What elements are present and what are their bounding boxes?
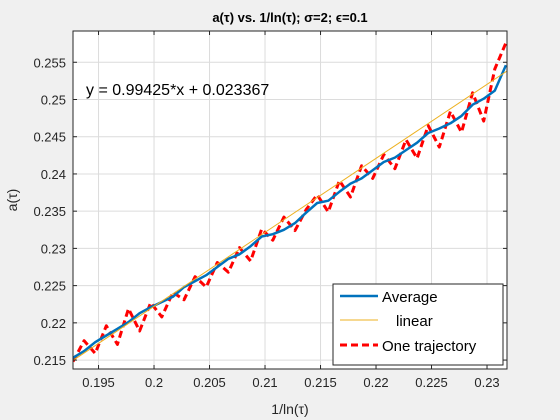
y-tick-label: 0.24 — [41, 167, 66, 182]
chart-title: a(τ) vs. 1/ln(τ); σ=2; ϵ=0.1 — [212, 10, 367, 25]
y-tick-label: 0.25 — [41, 92, 66, 107]
legend: Average linear One trajectory — [332, 283, 504, 366]
x-tick-label: 0.22 — [363, 375, 388, 390]
x-tick-label: 0.2 — [145, 375, 163, 390]
legend-box — [332, 283, 504, 366]
legend-label-average: Average — [382, 289, 438, 306]
y-tick-label: 0.225 — [33, 279, 66, 294]
fit-equation-annotation: y = 0.99425*x + 0.023367 — [86, 82, 269, 99]
legend-label-one-trajectory: One trajectory — [382, 338, 477, 355]
y-tick-label: 0.22 — [41, 316, 66, 331]
legend-label-linear: linear — [396, 313, 433, 330]
x-tick-label: 0.225 — [415, 375, 448, 390]
series-line-average — [73, 64, 507, 359]
axes-box — [72, 30, 508, 370]
series-line-linear — [73, 70, 507, 361]
x-tick-label: 0.205 — [193, 375, 226, 390]
y-tick-label: 0.215 — [33, 353, 66, 368]
y-tick-label: 0.255 — [33, 55, 66, 70]
y-axis-ticks: 0.215 0.22 0.225 0.23 0.235 0.24 0.245 0.25 0.25… — [33, 55, 507, 368]
x-tick-label: 0.21 — [252, 375, 277, 390]
x-tick-label: 0.195 — [82, 375, 115, 390]
x-tick-label: 0.23 — [474, 375, 499, 390]
series-layer — [73, 42, 507, 363]
y-axis-label: a(τ) — [4, 189, 20, 212]
y-tick-label: 0.235 — [33, 204, 66, 219]
x-tick-label: 0.215 — [304, 375, 337, 390]
x-axis-label: 1/ln(τ) — [271, 401, 308, 417]
x-axis-ticks: 0.195 0.2 0.205 0.21 0.215 0.22 0.225 0.23 — [82, 31, 500, 390]
y-tick-label: 0.23 — [41, 241, 66, 256]
series-line-one-trajectory — [73, 42, 507, 363]
y-tick-label: 0.245 — [33, 130, 66, 145]
